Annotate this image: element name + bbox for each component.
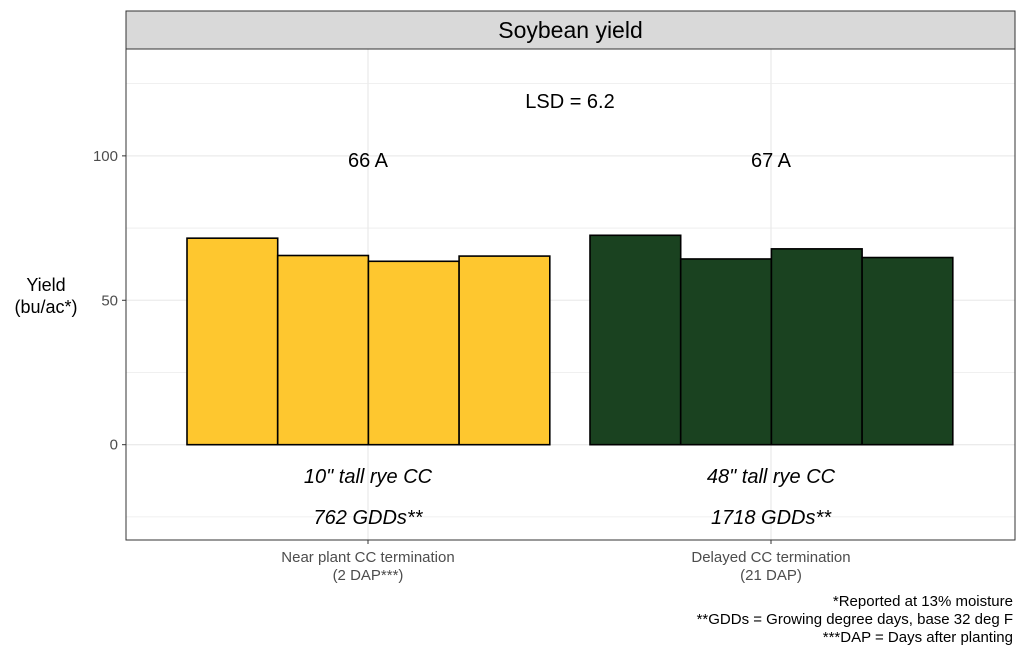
- axes: 0 50 100 Near plant CC termination(2 DAP***…: [14, 148, 850, 584]
- x-category-label: Near plant CC termination: [281, 549, 454, 566]
- x-category-sublabel: (21 DAP): [740, 567, 802, 584]
- bars: [186, 234, 954, 446]
- bar: [679, 258, 773, 446]
- chart-text: 66 A 10" tall rye CC 762 GDDs** 67 A 48" tal…: [304, 150, 836, 529]
- cover-crop-note: 10" tall rye CC: [304, 466, 433, 488]
- y-tick-label: 100: [93, 148, 118, 165]
- cover-crop-note: 48" tall rye CC: [707, 466, 836, 488]
- facet-strip: [125, 10, 1016, 50]
- bar: [276, 254, 370, 446]
- bar: [458, 255, 551, 446]
- y-tick-label: 50: [101, 292, 118, 309]
- footnote-line: *Reported at 13% moisture: [833, 593, 1013, 610]
- gdd-note: 762 GDDs**: [314, 507, 424, 529]
- x-category-sublabel: (2 DAP***): [333, 567, 404, 584]
- panel-border: [125, 48, 1016, 541]
- bar: [770, 248, 863, 446]
- mean-label: 66 A: [348, 150, 389, 172]
- mean-label: 67 A: [751, 150, 792, 172]
- bar: [186, 237, 279, 446]
- footnotes: *Reported at 13% moisture**GDDs = Growin…: [697, 593, 1013, 646]
- y-axis-label: Yield: [26, 275, 65, 295]
- y-axis-label-unit: (bu/ac*): [14, 297, 77, 317]
- bar: [367, 260, 460, 446]
- gdd-note: 1718 GDDs**: [711, 507, 832, 529]
- footnote-line: ***DAP = Days after planting: [823, 629, 1013, 646]
- y-tick-label: 0: [110, 437, 118, 454]
- bar: [589, 234, 682, 446]
- chart-title: Soybean yield: [498, 17, 643, 43]
- lsd-annotation: LSD = 6.2: [525, 91, 615, 113]
- bar: [861, 256, 954, 446]
- footnote-line: **GDDs = Growing degree days, base 32 de…: [697, 611, 1013, 628]
- x-category-label: Delayed CC termination: [691, 549, 850, 566]
